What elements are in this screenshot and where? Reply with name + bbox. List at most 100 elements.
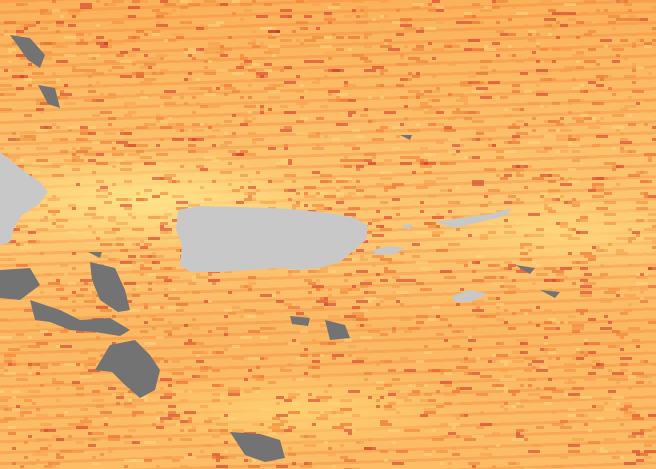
data-pixel xyxy=(440,189,448,192)
data-pixel xyxy=(92,390,100,393)
data-pixel xyxy=(512,279,516,282)
data-pixel xyxy=(324,441,328,444)
data-pixel xyxy=(456,21,468,24)
data-pixel xyxy=(444,402,452,405)
data-pixel xyxy=(552,27,556,30)
data-pixel xyxy=(324,390,328,393)
data-pixel xyxy=(452,447,456,450)
data-pixel xyxy=(112,342,116,345)
data-pixel xyxy=(324,51,336,54)
data-pixel xyxy=(88,369,100,372)
data-pixel xyxy=(272,66,284,69)
data-pixel xyxy=(172,180,176,183)
data-pixel xyxy=(344,279,348,282)
data-pixel xyxy=(340,258,352,261)
data-pixel xyxy=(348,207,360,210)
data-pixel xyxy=(528,39,536,42)
data-pixel xyxy=(512,351,524,354)
data-pixel xyxy=(352,216,356,219)
data-pixel xyxy=(400,57,404,60)
data-pixel xyxy=(136,315,140,318)
data-pixel xyxy=(132,411,144,414)
data-pixel xyxy=(180,129,184,132)
data-pixel xyxy=(136,150,144,153)
data-pixel xyxy=(468,372,480,375)
data-pixel xyxy=(216,423,228,426)
data-pixel xyxy=(36,450,40,453)
data-pixel xyxy=(216,123,220,126)
data-pixel xyxy=(392,147,400,150)
data-pixel xyxy=(504,219,508,222)
data-pixel xyxy=(124,102,136,105)
data-pixel xyxy=(52,165,60,168)
data-pixel xyxy=(248,459,256,462)
data-pixel xyxy=(420,288,428,291)
data-pixel xyxy=(136,285,140,288)
data-pixel xyxy=(372,66,384,69)
data-pixel xyxy=(612,330,620,333)
data-pixel xyxy=(124,144,136,147)
data-pixel xyxy=(264,201,276,204)
data-pixel xyxy=(408,129,420,132)
data-pixel xyxy=(612,396,624,399)
data-pixel xyxy=(84,363,88,366)
data-pixel xyxy=(608,288,620,291)
data-pixel xyxy=(636,453,640,456)
data-pixel xyxy=(360,441,364,444)
data-pixel xyxy=(20,414,24,417)
data-pixel xyxy=(4,372,16,375)
data-pixel xyxy=(388,402,396,405)
data-pixel xyxy=(400,162,412,165)
data-pixel xyxy=(208,273,212,276)
data-pixel xyxy=(276,30,280,33)
data-pixel xyxy=(100,354,104,357)
data-pixel xyxy=(184,51,196,54)
data-pixel xyxy=(128,54,136,57)
data-pixel xyxy=(324,135,328,138)
data-pixel xyxy=(548,129,556,132)
data-pixel xyxy=(444,129,456,132)
data-pixel xyxy=(204,420,212,423)
data-pixel xyxy=(448,162,456,165)
data-pixel xyxy=(144,33,148,36)
data-pixel xyxy=(124,198,132,201)
data-pixel xyxy=(568,408,576,411)
data-pixel xyxy=(120,264,132,267)
data-pixel xyxy=(624,3,632,6)
data-pixel xyxy=(168,381,176,384)
data-pixel xyxy=(292,180,296,183)
data-pixel xyxy=(156,117,164,120)
data-pixel xyxy=(264,69,272,72)
data-pixel xyxy=(616,252,628,255)
data-pixel xyxy=(440,381,452,384)
data-pixel xyxy=(40,384,44,387)
data-pixel xyxy=(260,201,264,204)
data-pixel xyxy=(496,342,500,345)
data-pixel xyxy=(32,399,36,402)
data-pixel xyxy=(88,438,100,441)
data-pixel xyxy=(192,138,204,141)
data-pixel xyxy=(144,162,156,165)
data-pixel xyxy=(432,429,436,432)
data-pixel xyxy=(288,306,300,309)
data-pixel xyxy=(380,396,384,399)
data-pixel xyxy=(316,279,320,282)
data-pixel xyxy=(156,465,160,468)
data-pixel xyxy=(552,60,556,63)
data-pixel xyxy=(228,456,236,459)
data-pixel xyxy=(24,399,36,402)
data-pixel xyxy=(640,360,644,363)
data-pixel xyxy=(552,465,564,468)
data-pixel xyxy=(472,81,484,84)
data-pixel xyxy=(472,309,484,312)
data-pixel xyxy=(208,57,220,60)
data-pixel xyxy=(564,276,568,279)
data-pixel xyxy=(620,348,624,351)
data-pixel xyxy=(96,0,100,3)
data-pixel xyxy=(332,426,344,429)
data-pixel xyxy=(36,414,48,417)
data-pixel xyxy=(256,189,260,192)
data-pixel xyxy=(496,387,508,390)
data-pixel xyxy=(644,123,648,126)
data-pixel xyxy=(372,18,376,21)
